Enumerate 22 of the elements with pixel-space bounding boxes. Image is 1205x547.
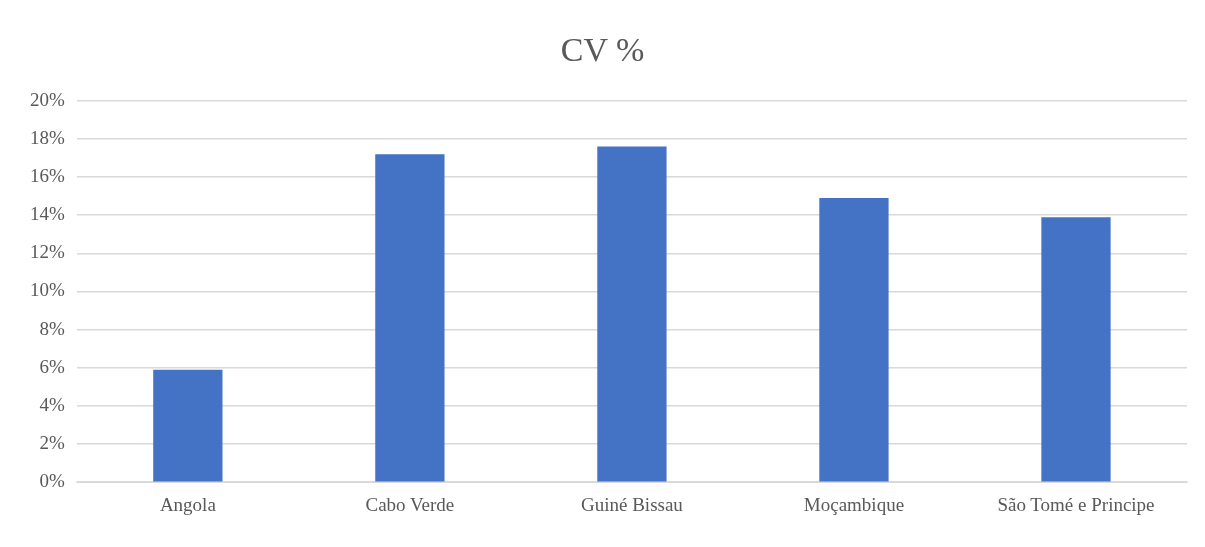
y-tick-label: 20% [30, 88, 65, 110]
y-tick-label: 8% [39, 317, 65, 339]
x-tick-label: Guiné Bissau [580, 493, 684, 515]
x-tick-label: Angola [159, 493, 217, 515]
x-tick-label: Cabo Verde [365, 493, 455, 515]
y-tick-label: 12% [30, 241, 65, 263]
y-tick-label: 16% [30, 165, 65, 187]
y-tick-label: 0% [39, 470, 65, 492]
bar [819, 198, 889, 482]
x-tick-label: São Tomé e Principe [997, 493, 1155, 515]
y-tick-label: 6% [39, 355, 65, 377]
y-tick-label: 18% [30, 126, 65, 148]
bar [153, 369, 223, 482]
y-tick-label: 10% [30, 279, 65, 301]
y-tick-label: 2% [39, 432, 65, 454]
y-tick-label: 14% [30, 203, 65, 225]
bar [375, 154, 445, 482]
bar [597, 146, 667, 482]
x-tick-label: Moçambique [803, 493, 905, 515]
y-tick-label: 4% [39, 393, 65, 415]
bar [1041, 217, 1111, 482]
chart-title: CV % [560, 31, 645, 69]
